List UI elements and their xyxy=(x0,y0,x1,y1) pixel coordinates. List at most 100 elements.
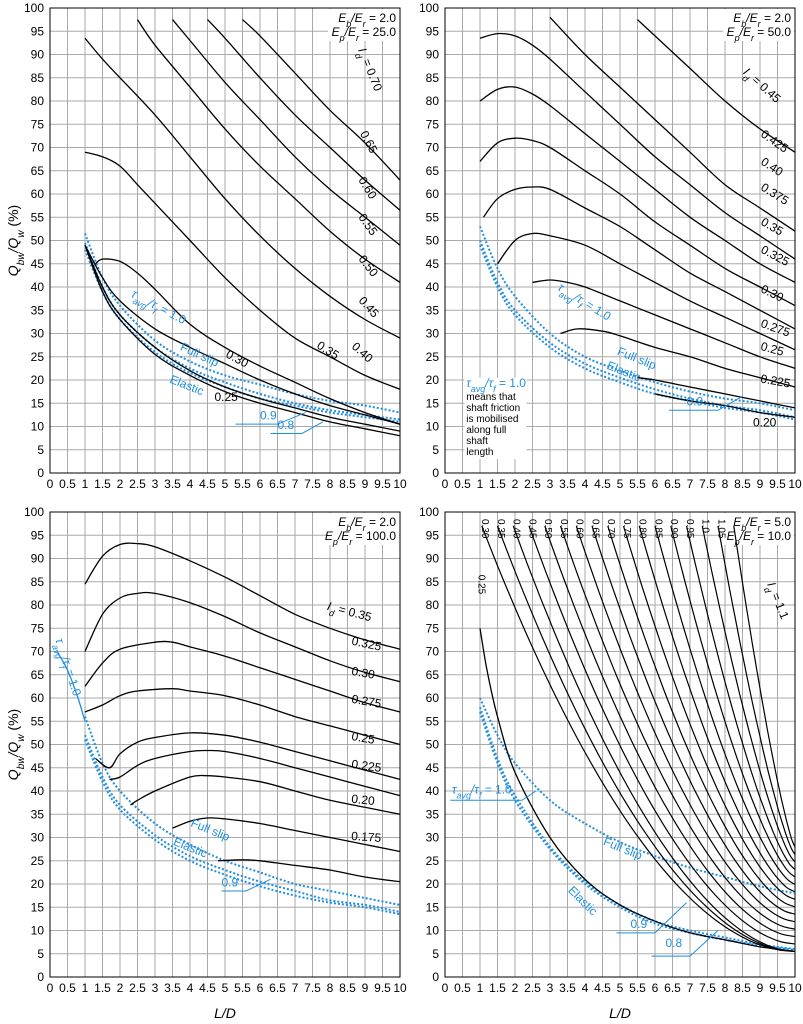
label-0-9: 0.9 xyxy=(631,917,648,931)
y-tick-label: 55 xyxy=(31,714,45,728)
x-tick-label: 7.5 xyxy=(699,981,716,995)
x-tick-label: 4.5 xyxy=(594,477,611,491)
x-tick-label: 7.5 xyxy=(304,981,321,995)
note-line: is mobilised xyxy=(466,414,518,425)
top-curve-label: 0.90 xyxy=(668,519,679,539)
label-0-9: 0.9 xyxy=(687,395,704,409)
x-tick-label: 0.5 xyxy=(454,477,471,491)
x-tick-label: 8.5 xyxy=(734,477,751,491)
curve-id-0.30 xyxy=(84,244,401,432)
x-tick-label: 2 xyxy=(117,477,124,491)
curve-id-0.275 xyxy=(532,279,796,370)
y-tick-label: 100 xyxy=(419,1,439,15)
x-tick-label: 10 xyxy=(788,981,802,995)
x-tick-label: 0.5 xyxy=(454,981,471,995)
curve-id-0.25 xyxy=(560,328,796,388)
curve-id-0.40 xyxy=(95,258,401,425)
blue-curve-Full-slip xyxy=(84,716,401,906)
y-tick-label: 20 xyxy=(426,877,440,891)
note-line: length xyxy=(466,447,493,458)
y-tick-label: 35 xyxy=(31,303,45,317)
legend-entry: Eb/Er = 2.0 xyxy=(733,11,791,29)
y-tick-label: 10 xyxy=(426,924,440,938)
y-tick-label: 25 xyxy=(426,854,440,868)
x-tick-label: 6.5 xyxy=(269,981,286,995)
legend: Eb/Er = 2.0Ep/Er = 50.0 xyxy=(723,9,794,43)
y-tick-label: 15 xyxy=(31,900,45,914)
x-tick-label: 7 xyxy=(687,477,694,491)
y-tick-label: 65 xyxy=(426,164,440,178)
y-tick-label: 95 xyxy=(426,24,440,38)
label-0-9: 0.9 xyxy=(260,409,277,423)
legend-entry: Ep/Er = 100.0 xyxy=(325,529,396,547)
x-tick-label: 7 xyxy=(292,477,299,491)
y-axis-label: Qbw/Qw (%) xyxy=(5,709,27,780)
blue-curve-Full-slip xyxy=(479,697,796,895)
top-curve-label: 0.55 xyxy=(558,519,569,539)
side-curve-label: 0.25 xyxy=(475,575,486,595)
y-tick-label: 0 xyxy=(37,970,44,984)
y-tick-label: 85 xyxy=(31,575,45,589)
y-tick-label: 65 xyxy=(31,164,45,178)
curve-family-5 xyxy=(559,525,796,930)
curve-id-0.325 xyxy=(482,186,796,330)
curve-family-14 xyxy=(701,525,796,863)
x-tick-label: 3 xyxy=(547,981,554,995)
y-tick-label: 85 xyxy=(426,575,440,589)
curve-label: 0.25 xyxy=(215,390,239,404)
x-tick-label: 0 xyxy=(442,477,449,491)
y-tick-label: 90 xyxy=(426,552,440,566)
x-tick-label: 7 xyxy=(292,981,299,995)
y-tick-label: 90 xyxy=(426,48,440,62)
x-tick-label: 7 xyxy=(687,981,694,995)
y-tick-label: 25 xyxy=(426,350,440,364)
curve-label: 0.425 xyxy=(758,127,791,156)
panel-bottom-left: 0 0.5 1 1.5 2 2.5 3 3.5 4 4.5 5 5.5 6 6.5 7 7.5 8 8.5 9 9.5… xyxy=(5,505,407,1021)
y-tick-label: 95 xyxy=(31,24,45,38)
leader-0-9 xyxy=(235,412,306,425)
y-tick-label: 40 xyxy=(31,280,45,294)
leader-0-8 xyxy=(651,930,719,957)
tau-label: τavg/τf = 1.0 xyxy=(466,376,526,394)
y-tick-label: 5 xyxy=(37,443,44,457)
y-tick-label: 15 xyxy=(426,900,440,914)
x-tick-label: 10 xyxy=(788,477,802,491)
y-tick-label: 75 xyxy=(426,621,440,635)
x-tick-label: 9 xyxy=(362,477,369,491)
y-tick-label: 100 xyxy=(24,505,44,519)
x-tick-label: 3 xyxy=(152,477,159,491)
x-tick-label: 9.5 xyxy=(374,981,391,995)
x-tick-label: 8 xyxy=(722,981,729,995)
legend-entry: Ep/Er = 50.0 xyxy=(727,25,792,43)
x-tick-label: 2 xyxy=(117,981,124,995)
y-tick-label: 95 xyxy=(426,528,440,542)
x-tick-label: 9 xyxy=(757,477,764,491)
x-tick-label: 1.5 xyxy=(489,477,506,491)
curve-id-0.175 xyxy=(172,817,401,853)
curve-label: 0.325 xyxy=(350,634,383,654)
x-tick-label: 2.5 xyxy=(129,981,146,995)
x-tick-label: 9.5 xyxy=(374,477,391,491)
x-tick-label: 5.5 xyxy=(629,477,646,491)
leader-0-8 xyxy=(270,421,324,434)
x-tick-label: 5.5 xyxy=(234,477,251,491)
x-tick-label: 4 xyxy=(582,981,589,995)
y-tick-label: 35 xyxy=(426,303,440,317)
x-tick-label: 10 xyxy=(393,477,407,491)
y-tick-label: 65 xyxy=(426,668,440,682)
x-tick-label: 7.5 xyxy=(304,477,321,491)
legend-bg xyxy=(723,9,794,41)
x-tick-label: 5.5 xyxy=(234,981,251,995)
y-tick-label: 5 xyxy=(37,947,44,961)
y-tick-label: 70 xyxy=(31,141,45,155)
x-tick-label: 0 xyxy=(47,981,54,995)
curve-label: 0.20 xyxy=(753,416,777,430)
note-line: along full xyxy=(466,425,506,436)
label-0-8: 0.8 xyxy=(666,936,683,950)
curve-label: 0.55 xyxy=(356,211,381,238)
top-curve-label: 0.50 xyxy=(542,519,553,539)
tau-label: τavg/τf = 1.0 xyxy=(49,636,85,699)
x-tick-label: 8 xyxy=(722,477,729,491)
x-tick-label: 5.5 xyxy=(629,981,646,995)
x-tick-label: 10 xyxy=(393,981,407,995)
